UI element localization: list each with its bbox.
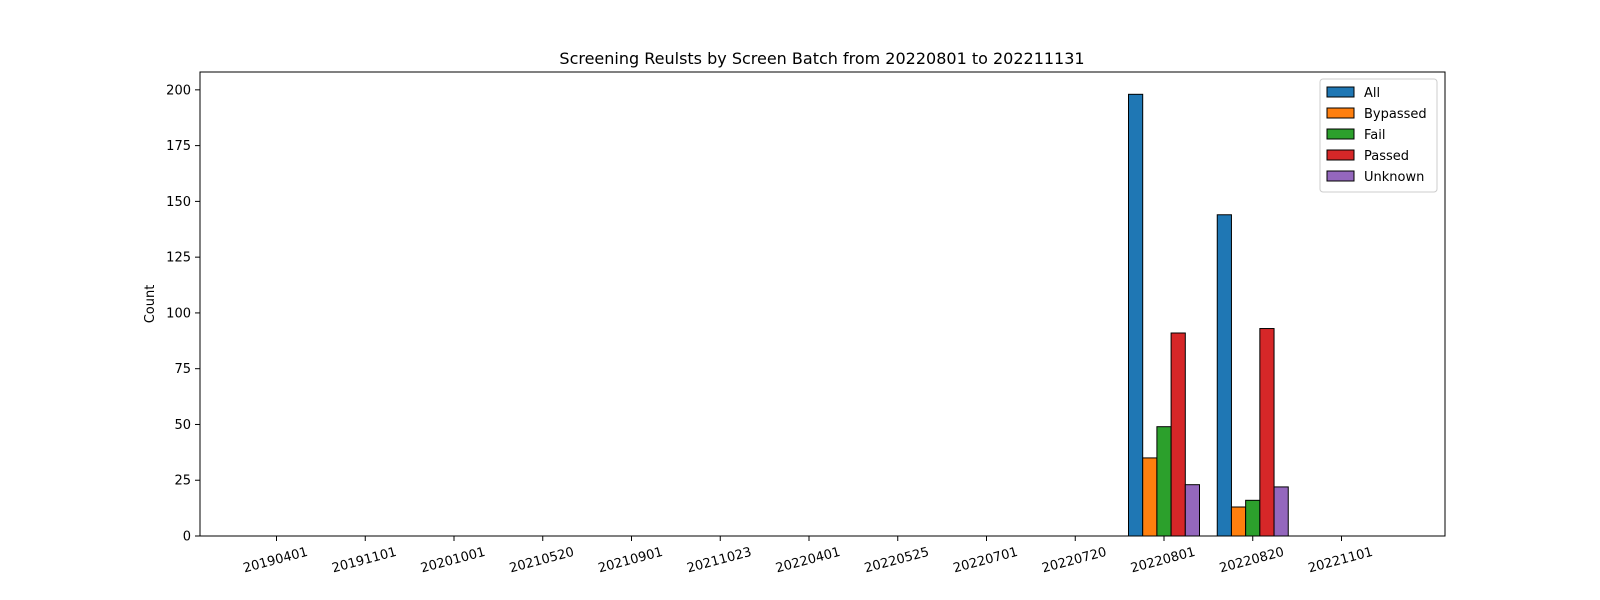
bar-passed (1259, 328, 1275, 537)
legend-swatch (1326, 170, 1355, 182)
x-tick-label: 20210901 (597, 545, 665, 577)
y-tick-label: 50 (174, 418, 191, 433)
x-tick-label: 20221101 (1307, 545, 1375, 577)
legend: All Bypassed Fail Passed Unknown (1319, 78, 1438, 193)
y-tick-label: 100 (166, 306, 191, 321)
bar-bypassed (1142, 457, 1158, 537)
x-tick-label: 20211023 (685, 545, 753, 577)
legend-label: All (1364, 86, 1380, 101)
bar-all (1128, 93, 1144, 537)
x-tick-label: 20210520 (508, 545, 576, 577)
y-tick-label: 25 (174, 474, 191, 489)
bar-fail (1245, 499, 1261, 537)
x-tick-label: 20220801 (1129, 545, 1197, 577)
legend-label: Bypassed (1364, 107, 1427, 122)
y-axis-label: Count (143, 285, 158, 324)
bar-unknown (1184, 484, 1201, 537)
legend-swatch (1326, 149, 1355, 161)
plot-area: 0 25 50 75 100 125 150 175 200 20190401 20191101 20… (166, 71, 1446, 577)
y-tick-label: 150 (166, 195, 191, 210)
legend-swatch (1326, 107, 1355, 119)
x-tick-label: 20220820 (1218, 545, 1286, 577)
legend-swatch (1326, 128, 1355, 140)
legend-label: Fail (1364, 128, 1385, 143)
y-tick-label: 125 (166, 251, 191, 266)
legend-frame (1319, 78, 1438, 193)
bar-bypassed (1230, 506, 1247, 537)
y-tick-label: 200 (166, 83, 191, 98)
bar-passed (1170, 332, 1186, 537)
x-tick-label: 20190401 (242, 545, 310, 577)
x-tick-label: 20201001 (419, 545, 487, 577)
bar-unknown (1273, 486, 1289, 537)
bar-fail (1156, 426, 1172, 537)
chart-title: Screening Reulsts by Screen Batch from 2… (559, 49, 1084, 68)
y-tick-label: 75 (174, 362, 191, 377)
y-tick-label: 0 (183, 530, 191, 545)
legend-label: Passed (1364, 149, 1409, 164)
plot-frame (199, 71, 1446, 537)
x-tick-label: 20220720 (1040, 545, 1108, 577)
x-tick-label: 20191101 (330, 545, 398, 577)
y-tick-label: 175 (166, 139, 191, 154)
legend-label: Unknown (1364, 170, 1424, 185)
x-tick-label: 20220401 (774, 545, 842, 577)
x-tick-label: 20220525 (863, 545, 931, 577)
legend-swatch (1326, 86, 1355, 98)
x-tick-label: 20220701 (952, 545, 1020, 577)
bar-all (1216, 214, 1232, 537)
